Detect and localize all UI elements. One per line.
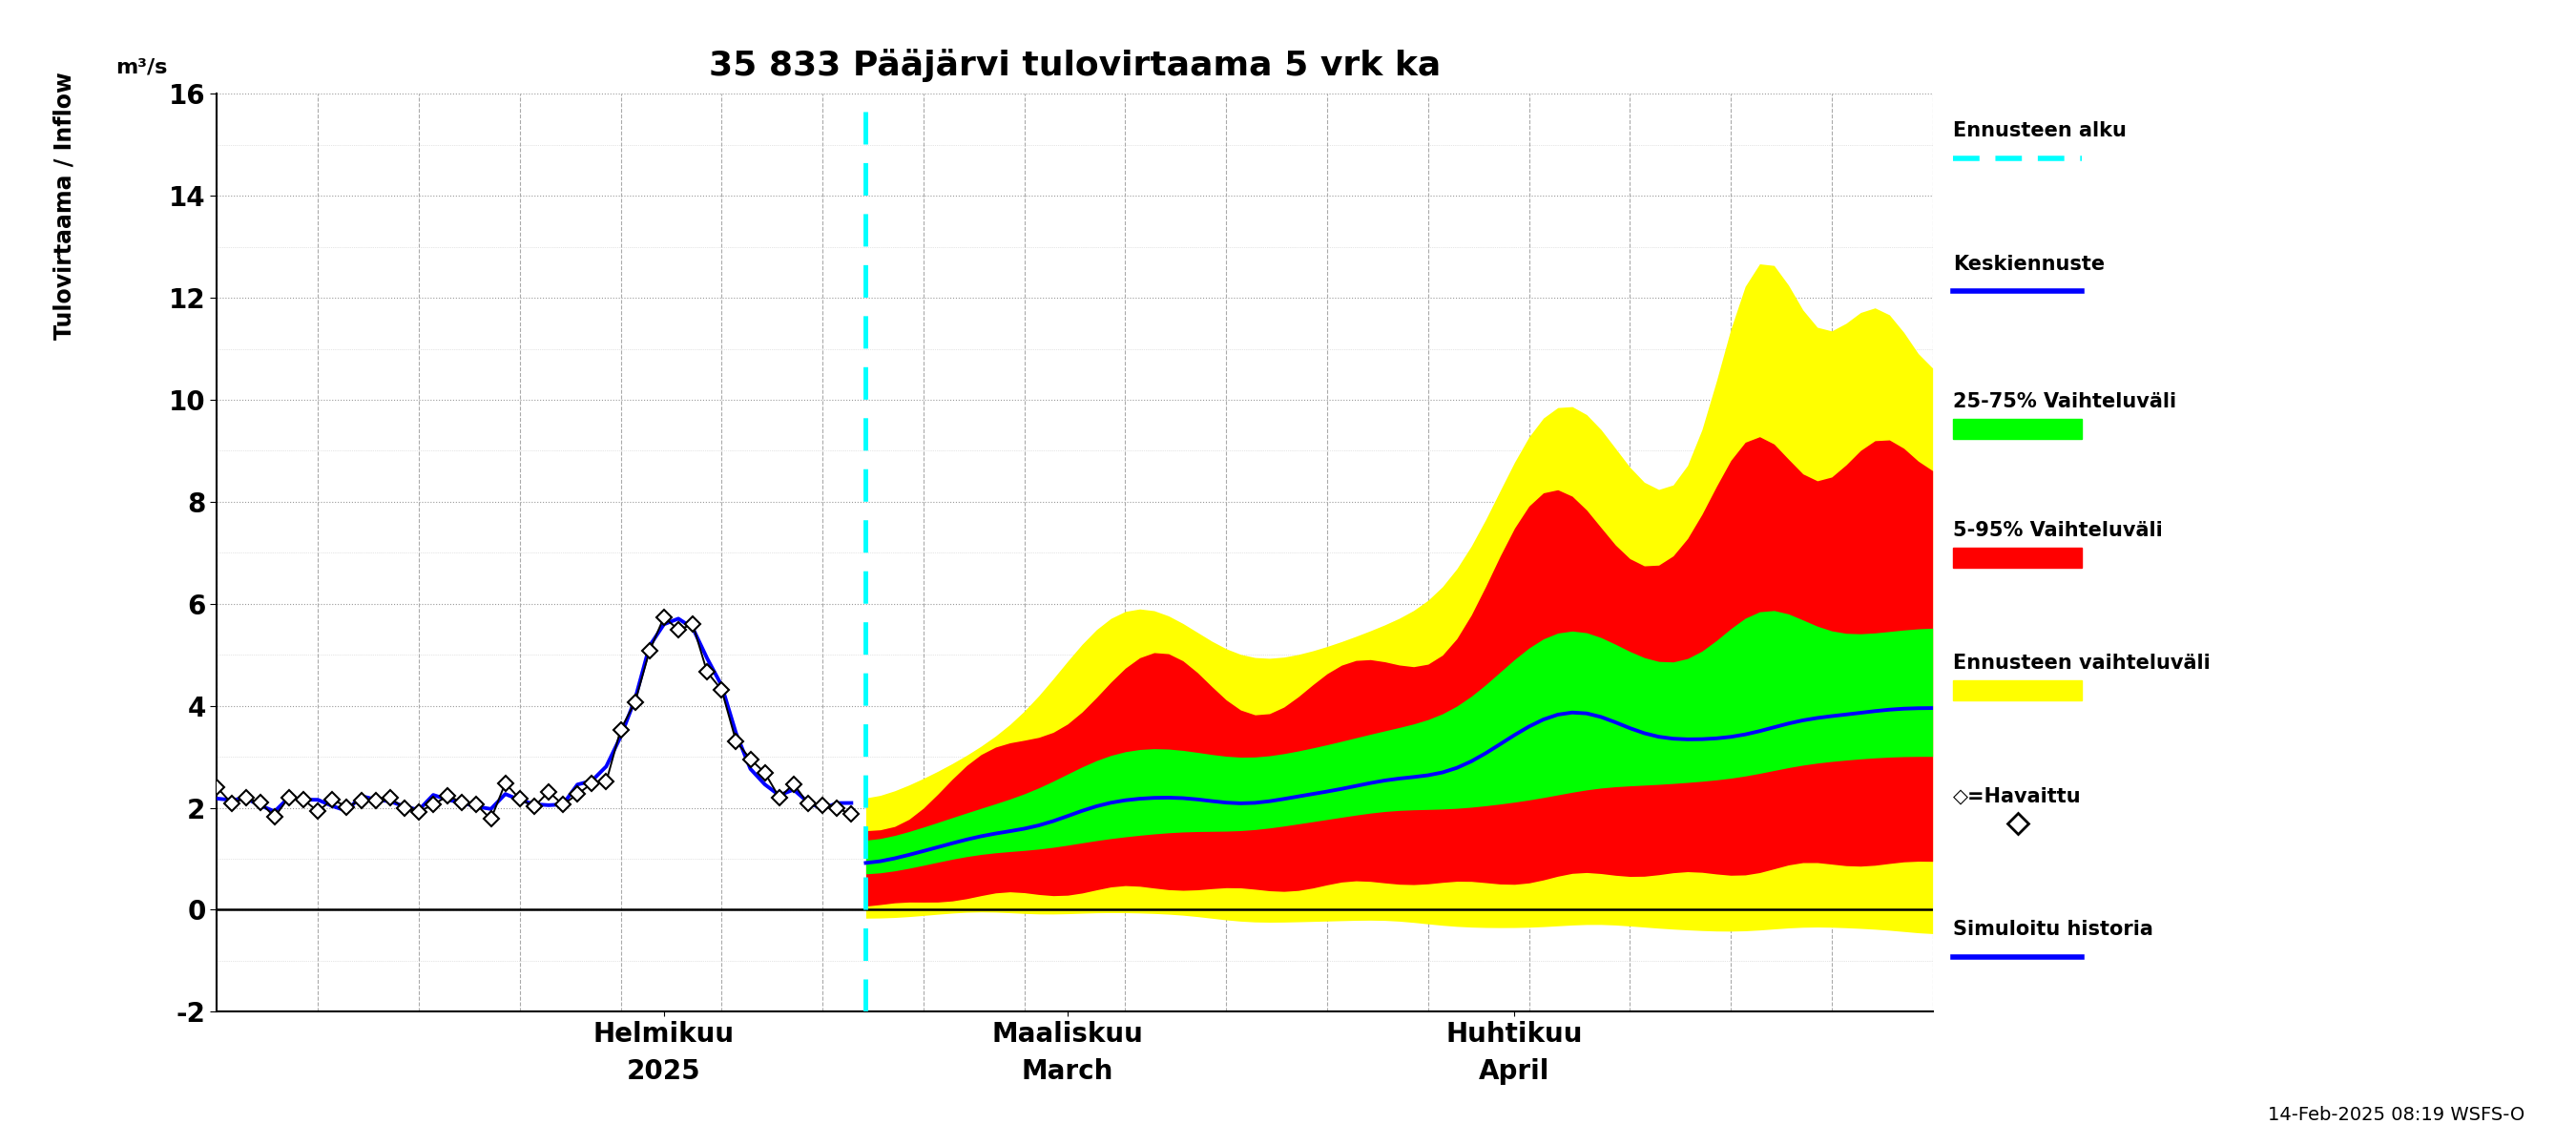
Text: Ennusteen alku: Ennusteen alku — [1953, 121, 2128, 141]
Text: 25-75% Vaihteluväli: 25-75% Vaihteluväli — [1953, 393, 2177, 411]
Text: Keskiennuste: Keskiennuste — [1953, 254, 2105, 274]
Bar — [1953, 419, 2081, 439]
Text: m³/s: m³/s — [116, 57, 167, 77]
Text: 14-Feb-2025 08:19 WSFS-O: 14-Feb-2025 08:19 WSFS-O — [2267, 1106, 2524, 1124]
Text: 5-95% Vaihteluväli: 5-95% Vaihteluväli — [1953, 521, 2164, 539]
Bar — [1953, 547, 2081, 568]
Bar — [1953, 680, 2081, 701]
Title: 35 833 Pääjärvi tulovirtaama 5 vrk ka: 35 833 Pääjärvi tulovirtaama 5 vrk ka — [708, 48, 1440, 82]
Text: ◇=Havaittu: ◇=Havaittu — [1953, 787, 2081, 806]
Text: Tulovirtaama / Inflow: Tulovirtaama / Inflow — [54, 72, 75, 340]
Text: Simuloitu historia: Simuloitu historia — [1953, 919, 2154, 939]
Text: Ennusteen vaihteluväli: Ennusteen vaihteluväli — [1953, 654, 2210, 673]
